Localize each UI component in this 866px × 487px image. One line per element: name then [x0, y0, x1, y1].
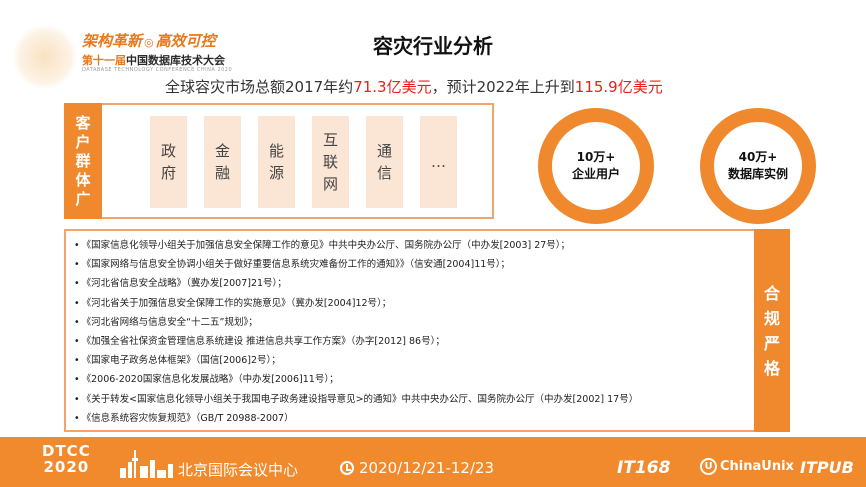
sponsor-it168: IT168: [617, 458, 671, 478]
market-value-2022: 115.9亿美元: [574, 78, 663, 96]
stat-label: 数据库实例: [727, 167, 788, 181]
customer-label-char: 户: [75, 132, 91, 151]
industry-char: …: [431, 153, 446, 171]
page-title: 容灾行业分析: [373, 34, 493, 58]
market-prefix: 全球容灾市场总额2017年约: [165, 78, 354, 96]
compliance-label-char: 严: [763, 333, 780, 353]
footer-bar: [0, 437, 866, 487]
industry-char: 互: [322, 131, 338, 149]
list-item: 《2006-2020国家信息化发展战略》（中办发[2006]11号）；: [74, 370, 754, 389]
list-item: 《加强全省社保资金管理信息系统建设 推进信息共享工作方案》（办字[2012] 8…: [74, 332, 754, 351]
separator-icon: ◎: [144, 36, 154, 49]
stat-db-instances: 40万+ 数据库实例: [700, 108, 816, 224]
skyline-icon: [120, 450, 173, 478]
compliance-label-char: 规: [763, 308, 780, 328]
industry-char: 金: [214, 142, 230, 160]
industry-char: 联: [322, 153, 338, 171]
list-item: 《国家电子政务总体框架》（国信[2006]2号）；: [74, 351, 754, 370]
sponsor-itpub: ITPUB: [800, 458, 854, 477]
list-item: 《关于转发<国家信息化领导小组关于我国电子政务建设指导意见>的通知》中共中央办公…: [74, 390, 754, 409]
policy-list: 《国家信息化领导小组关于加强信息安全保障工作的意见》中共中央办公厅、国务院办公厅…: [74, 236, 754, 428]
policy-box: [64, 229, 754, 432]
sponsor-chinaunix: U ChinaUnix: [700, 458, 794, 475]
industry-char: 通: [376, 142, 392, 160]
event-dates: 2020/12/21-12/23: [340, 459, 494, 477]
venue: 北京国际会议中心: [178, 461, 299, 479]
compliance-label-char: 合: [763, 283, 780, 303]
list-item: 《国家信息化领导小组关于加强信息安全保障工作的意见》中共中央办公厅、国务院办公厅…: [74, 236, 754, 255]
event-name: DTCC: [42, 442, 91, 460]
customer-label-char: 客: [75, 113, 91, 132]
clock-icon: [340, 461, 354, 475]
compliance-label-char: 格: [763, 358, 780, 378]
stat-value: 10万+: [576, 150, 616, 164]
market-middle: ，预计2022年上升到: [431, 78, 575, 96]
list-item: 《河北省信息安全战略》（冀办发[2007]21号）；: [74, 274, 754, 293]
customer-label: 客 户 群 体 广: [64, 103, 102, 219]
industry-government: 政 府: [150, 116, 187, 208]
event-year: 2020: [43, 458, 90, 476]
list-item: 《国家网络与信息安全协调小组关于做好重要信息系统灾难备份工作的通知》》（信安通[…: [74, 255, 754, 274]
list-item: 《河北省网络与信息安全“十二五”规划》；: [74, 313, 754, 332]
conference-english: DATABASE TECHNOLOGY CONFERENCE CHINA 202…: [82, 67, 233, 73]
industry-char: 网: [322, 175, 338, 193]
stat-enterprise-users: 10万+ 企业用户: [538, 108, 654, 224]
conference-logo: 架构革新 ◎ 高效可控 第十一届中国数据库技术大会 DATABASE TECHNOL…: [12, 20, 242, 90]
list-item: 《河北省关于加强信息安全保障工作的实施意见》（冀办发[2004]12号）；: [74, 294, 754, 313]
slogan-left: 架构革新: [82, 32, 143, 50]
industry-finance: 金 融: [204, 116, 241, 208]
customer-label-char: 体: [75, 170, 91, 189]
customer-box: [102, 103, 494, 219]
stat-value: 40万+: [738, 150, 778, 164]
customer-label-char: 广: [75, 189, 91, 208]
conference-name: 中国数据库技术大会: [126, 54, 225, 67]
compliance-label: 合 规 严 格: [754, 229, 790, 432]
market-summary: 全球容灾市场总额2017年约71.3亿美元，预计2022年上升到115.9亿美元: [165, 76, 663, 97]
industry-energy: 能 源: [258, 116, 295, 208]
conference-title: 第十一届中国数据库技术大会: [82, 52, 225, 68]
logo-slogan: 架构革新 ◎ 高效可控: [82, 30, 216, 51]
logo-emblem: [12, 24, 78, 90]
industry-char: 能: [268, 142, 284, 160]
customer-label-char: 群: [75, 151, 91, 170]
industry-more: …: [420, 116, 457, 208]
conference-prefix: 第十一届: [82, 54, 126, 67]
industry-char: 源: [268, 164, 284, 182]
industry-telecom: 通 信: [366, 116, 403, 208]
chinaunix-logo-icon: U: [700, 458, 717, 475]
dates-text: 2020/12/21-12/23: [359, 459, 495, 477]
industry-char: 信: [376, 164, 392, 182]
industry-char: 融: [214, 164, 230, 182]
industry-internet: 互 联 网: [312, 116, 349, 208]
market-value-2017: 71.3亿美元: [353, 78, 432, 96]
industry-char: 政: [160, 142, 176, 160]
stat-label: 企业用户: [571, 167, 620, 181]
industry-char: 府: [160, 164, 176, 182]
list-item: 《信息系统容灾恢复规范》（GB/T 20988-2007）: [74, 409, 754, 428]
slogan-right: 高效可控: [155, 32, 216, 50]
event-logo: DTCC 2020: [42, 443, 91, 476]
sponsor-name: ChinaUnix: [720, 459, 794, 474]
